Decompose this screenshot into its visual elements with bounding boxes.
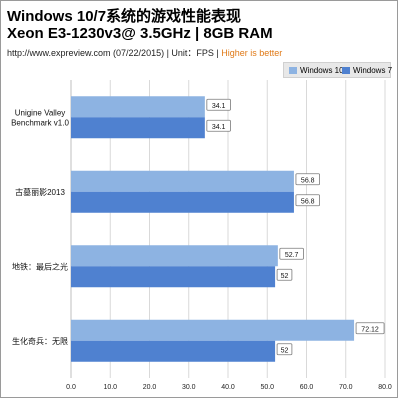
x-tick-label: 80.0 (378, 384, 392, 391)
x-tick-label: 40.0 (221, 384, 235, 391)
higher-is-better-note: Higher is better (221, 48, 283, 58)
data-label-box (206, 119, 231, 132)
bar-windows10 (71, 319, 355, 341)
x-tick-label: 0.0 (66, 384, 76, 391)
data-label-box (276, 343, 293, 356)
category-label: 生化奇兵：无限 (12, 336, 68, 346)
data-label: 56.8 (301, 198, 315, 205)
legend-item-windows7: Windows 7 (342, 66, 392, 75)
data-label: 52 (281, 273, 289, 280)
category-label: Benchmark v1.0 (11, 118, 69, 127)
legend-label-windows7: Windows 7 (353, 66, 393, 75)
data-label: 52 (281, 347, 289, 354)
data-label-box (276, 268, 293, 281)
legend: Windows 10 Windows 7 (283, 62, 392, 78)
source-text: http://www.expreview.com (07/22/2015) | … (7, 48, 219, 58)
data-label: 34.1 (212, 124, 226, 131)
legend-swatch-windows7 (342, 67, 350, 74)
data-label-box (295, 194, 320, 207)
x-tick-label: 50.0 (260, 384, 274, 391)
x-tick-label: 60.0 (300, 384, 314, 391)
x-tick-label: 20.0 (143, 384, 157, 391)
bar-windows10 (71, 170, 294, 192)
data-label: 72.12 (361, 326, 379, 333)
category-label: Unigine Valley (15, 108, 66, 117)
legend-swatch-windows10 (289, 67, 297, 74)
data-label: 56.8 (301, 177, 315, 184)
bar-windows7 (71, 117, 205, 139)
chart-title: Windows 10/7系统的游戏性能表现 (7, 8, 242, 25)
x-tick-label: 70.0 (339, 384, 353, 391)
data-label-box (206, 98, 231, 111)
chart-subtitle: Xeon E3-1230v3@ 3.5GHz | 8GB RAM (7, 25, 273, 42)
data-label-box (355, 322, 385, 335)
data-label: 52.7 (285, 252, 299, 259)
bar-windows10 (71, 245, 278, 267)
legend-label-windows10: Windows 10 (300, 66, 344, 75)
category-label: 地铁：最后之光 (12, 261, 68, 271)
bar-windows7 (71, 191, 294, 213)
bar-windows7 (71, 340, 276, 362)
data-label-box (295, 173, 320, 186)
x-tick-label: 10.0 (103, 384, 117, 391)
data-label-box (279, 247, 304, 260)
bar-windows10 (71, 96, 205, 118)
legend-item-windows10: Windows 10 (289, 66, 344, 75)
data-label: 34.1 (212, 103, 226, 110)
category-label: 古墓丽影2013 (15, 187, 65, 197)
bar-windows7 (71, 266, 276, 288)
x-tick-label: 30.0 (182, 384, 196, 391)
source-line: http://www.expreview.com (07/22/2015) | … (7, 46, 282, 59)
